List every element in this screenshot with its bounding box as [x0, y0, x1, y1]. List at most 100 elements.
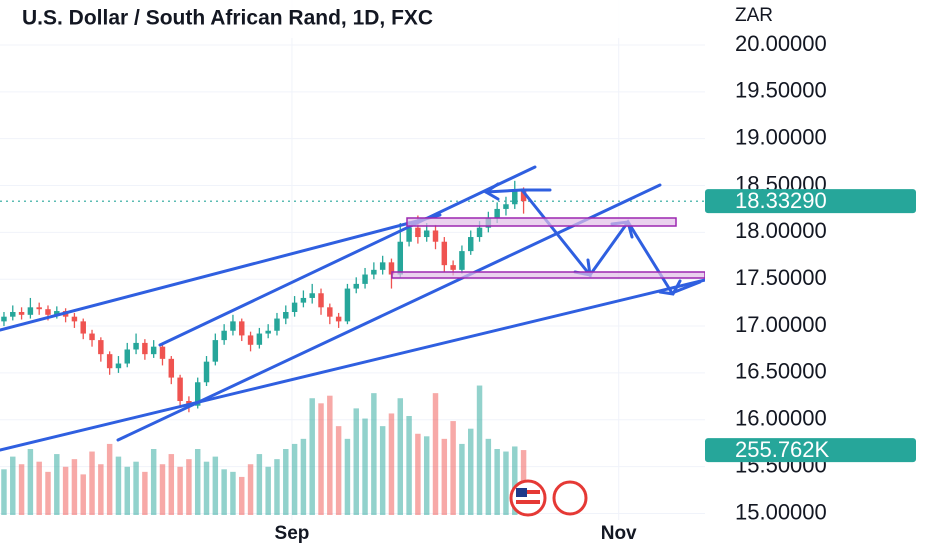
- candle-body: [18, 312, 25, 315]
- volume-pane: [1, 385, 527, 515]
- candle-body: [265, 330, 271, 334]
- y-tick-label: 19.00000: [735, 124, 827, 149]
- candle-body: [415, 227, 421, 238]
- candle-body: [203, 361, 210, 383]
- volume-bar: [230, 471, 236, 515]
- volume-bar: [397, 398, 404, 515]
- candle-body: [124, 349, 130, 364]
- flag-icon: [509, 479, 588, 517]
- arrow: [484, 188, 552, 194]
- volume-bar: [54, 454, 60, 515]
- volume-bar: [98, 464, 104, 515]
- title-bar: [0, 0, 705, 38]
- volume-bar: [274, 459, 280, 515]
- grid: [0, 0, 705, 520]
- volume-bar: [133, 461, 139, 515]
- volume-bar: [459, 443, 465, 515]
- y-tick-label: 16.00000: [735, 406, 827, 431]
- volume-bar: [476, 385, 483, 515]
- x-tick-label: Nov: [601, 523, 637, 544]
- volume-bar: [441, 438, 448, 515]
- candle-body: [283, 312, 289, 319]
- candle-body: [177, 377, 183, 402]
- volume-bar: [265, 466, 271, 515]
- candle-body: [476, 227, 483, 238]
- candle-body: [423, 230, 430, 238]
- volume-bar: [362, 418, 368, 515]
- y-tick-label: 16.50000: [735, 359, 827, 384]
- volume-bar: [159, 464, 166, 515]
- candle-body: [1, 316, 7, 322]
- candle-body: [36, 307, 42, 310]
- candle-body: [441, 241, 448, 266]
- currency: ZAR: [735, 5, 773, 26]
- volume-bar: [468, 428, 474, 515]
- volume-bar: [10, 456, 16, 515]
- volume-bar: [415, 433, 421, 515]
- candle-body: [335, 316, 342, 322]
- volume-bar: [247, 464, 254, 515]
- candle-body: [230, 321, 236, 331]
- candle-body: [239, 321, 245, 336]
- volume-bar: [62, 466, 69, 515]
- candle-body: [10, 312, 16, 317]
- candle-body: [503, 204, 509, 209]
- volume-bar: [300, 438, 307, 515]
- candle-body: [98, 340, 104, 355]
- volume-bar: [177, 466, 183, 515]
- volume-bar: [388, 413, 395, 515]
- zone: [406, 217, 677, 227]
- volume-bar: [150, 449, 157, 515]
- axis-labels: 15.0000015.5000016.0000016.5000017.00000…: [275, 31, 916, 544]
- volume-bar: [239, 476, 245, 515]
- candle-body: [520, 190, 527, 202]
- candle-body: [300, 297, 307, 303]
- candle-body: [327, 307, 333, 317]
- candle-body: [133, 342, 139, 350]
- volume-bar: [212, 456, 219, 515]
- candle-body: [159, 346, 166, 359]
- trend-line: [0, 213, 442, 332]
- candle-body: [256, 333, 263, 345]
- arrow-head: [658, 279, 682, 296]
- candle-body: [221, 330, 227, 341]
- volume-bar: [432, 393, 439, 515]
- candle-body: [318, 293, 324, 308]
- last-price-badge: [705, 189, 916, 214]
- volume-bar: [142, 471, 148, 515]
- candle-body: [432, 230, 439, 242]
- candle-body: [468, 237, 474, 252]
- candle-body: [494, 208, 500, 219]
- volume-bar: [194, 449, 201, 515]
- candle-body: [80, 321, 86, 334]
- last-volume-badge: [705, 438, 916, 463]
- volume-bar: [318, 403, 324, 515]
- volume-bar: [80, 474, 86, 515]
- volume-bar: [283, 449, 289, 515]
- candle-body: [406, 227, 412, 242]
- candle-body: [512, 190, 518, 205]
- candle-body: [291, 302, 298, 312]
- y-tick-label: 15.00000: [735, 499, 827, 524]
- last-volume-label: 255.762K: [735, 437, 830, 462]
- chart-title: U.S. Dollar / South African Rand, 1D, FX…: [22, 7, 433, 30]
- candle-body: [71, 316, 78, 322]
- candle-body: [388, 262, 395, 275]
- volume-bar: [485, 438, 492, 515]
- candle-body: [362, 274, 368, 284]
- y-tick-label: 17.50000: [735, 265, 827, 290]
- y-tick-label: 17.00000: [735, 312, 827, 337]
- zone: [391, 271, 706, 279]
- trend-line: [0, 278, 707, 452]
- candle-body: [106, 354, 113, 369]
- drawings: [0, 165, 707, 452]
- volume-bar: [256, 454, 263, 515]
- volume-bar: [503, 451, 509, 515]
- last-price-label: 18.33290: [735, 188, 827, 213]
- candle-body: [309, 293, 315, 298]
- volume-bar: [512, 446, 518, 515]
- trend-line: [158, 165, 537, 347]
- candles: [1, 180, 527, 413]
- volume-bar: [335, 426, 342, 515]
